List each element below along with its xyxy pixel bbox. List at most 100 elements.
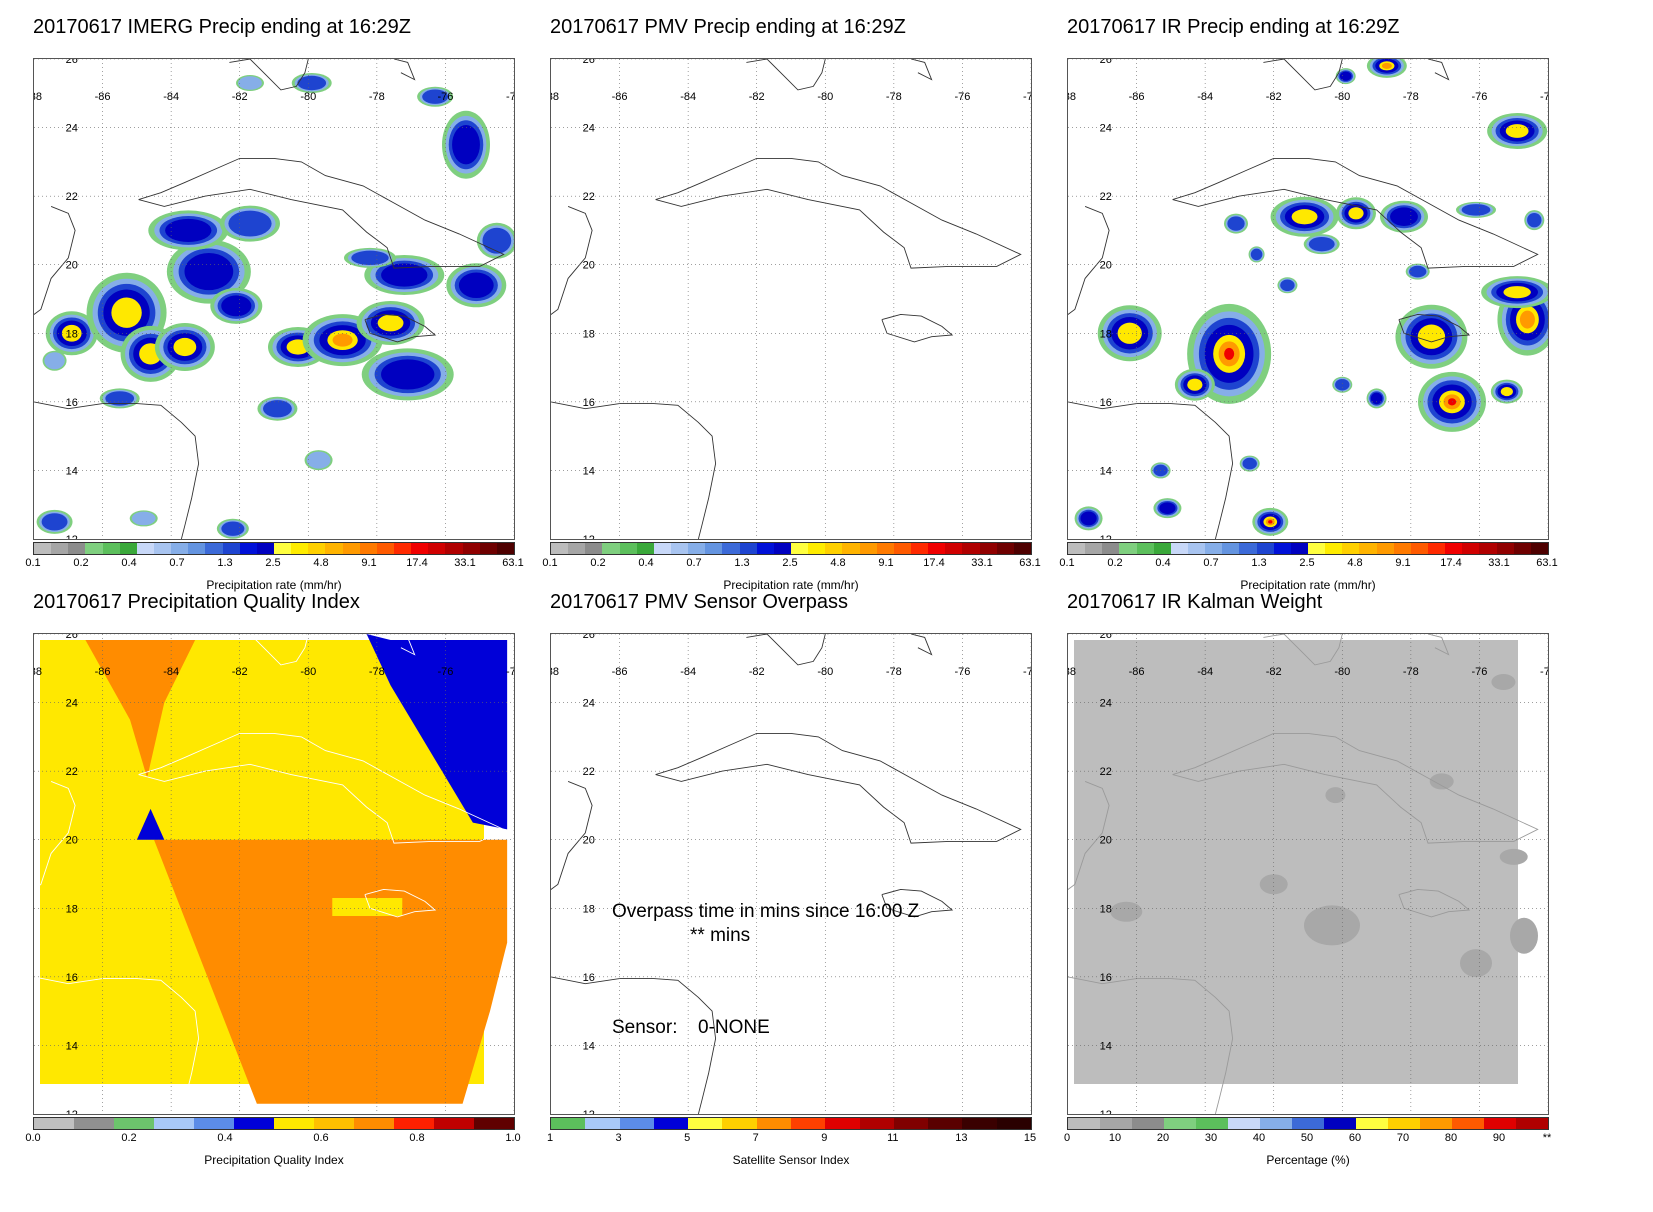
colorbar-swatch bbox=[910, 543, 929, 554]
latitude-label: 16 bbox=[583, 397, 595, 409]
colorbar-swatch bbox=[462, 543, 480, 554]
longitude-label: -82 bbox=[1266, 91, 1282, 103]
longitude-label: -86 bbox=[612, 91, 628, 103]
colorbar-swatch bbox=[51, 543, 69, 554]
colorbar-swatch bbox=[1187, 543, 1206, 554]
colorbar-tick-label: 40 bbox=[1252, 1132, 1266, 1144]
colorbar-swatch bbox=[274, 1118, 314, 1129]
kalman-shade bbox=[1499, 848, 1528, 865]
sensor-colorbar bbox=[550, 1117, 1032, 1130]
precip-cell bbox=[1519, 310, 1535, 329]
longitude-label: -74 bbox=[506, 666, 514, 678]
latitude-label: 20 bbox=[66, 260, 78, 272]
precip-cell bbox=[1381, 62, 1392, 69]
colorbar-swatch bbox=[1307, 543, 1326, 554]
latitude-label: 22 bbox=[66, 766, 78, 778]
coastline bbox=[551, 205, 593, 316]
kalman-shade bbox=[1304, 905, 1360, 946]
longitude-label: -88 bbox=[34, 91, 42, 103]
coastline bbox=[1263, 634, 1343, 666]
colorbar-swatch bbox=[1484, 1118, 1516, 1129]
longitude-label: -74 bbox=[506, 91, 514, 103]
colorbar-tick-label: 0.7 bbox=[169, 557, 185, 569]
colorbar-tick-label: 30 bbox=[1204, 1132, 1218, 1144]
colorbar-label: Percentage (%) bbox=[1266, 1153, 1350, 1167]
colorbar-swatch bbox=[1100, 1118, 1132, 1129]
latitude-label: 12 bbox=[66, 534, 78, 539]
pmv-precip-panel: 20170617 PMV Precip ending at 16:29Z -88… bbox=[542, 16, 1070, 606]
latitude-label: 20 bbox=[66, 835, 78, 847]
colorbar-swatch bbox=[114, 1118, 154, 1129]
precip-cell bbox=[422, 89, 449, 104]
colorbar-swatch bbox=[188, 543, 206, 554]
colorbar-swatch bbox=[996, 1118, 1031, 1129]
colorbar-tick-label: 3 bbox=[615, 1132, 622, 1144]
colorbar-tick-label: 20 bbox=[1156, 1132, 1170, 1144]
latitude-label: 16 bbox=[1100, 972, 1112, 984]
kalman-shade bbox=[1460, 949, 1492, 978]
latitude-label: 24 bbox=[66, 123, 78, 135]
colorbar-swatch bbox=[239, 543, 257, 554]
colorbar-tick-label: 17.4 bbox=[406, 557, 428, 569]
overpass-text: Overpass time in mins since 16:00 Z bbox=[612, 901, 920, 922]
longitude-label: -82 bbox=[1266, 666, 1282, 678]
precip-cell bbox=[61, 324, 82, 342]
longitude-label: -80 bbox=[1334, 666, 1350, 678]
colorbar-swatch bbox=[962, 543, 980, 554]
colorbar-swatch bbox=[376, 543, 394, 554]
colorbar-swatch bbox=[928, 1118, 963, 1129]
kalman-shade bbox=[1325, 787, 1346, 804]
precip-cell bbox=[381, 263, 428, 287]
colorbar-tick-label: 0.8 bbox=[409, 1132, 425, 1144]
colorbar-tick-label: 2.5 bbox=[782, 557, 798, 569]
latitude-label: 12 bbox=[583, 1109, 595, 1114]
colorbar-tick-label: 4.8 bbox=[1347, 557, 1363, 569]
precip-cell bbox=[458, 272, 494, 299]
precip-cell bbox=[1339, 71, 1352, 81]
colorbar-tick-label: 2.5 bbox=[1299, 557, 1315, 569]
colorbar-swatch bbox=[945, 543, 963, 554]
colorbar-swatch bbox=[1445, 543, 1463, 554]
colorbar-swatch bbox=[722, 1118, 757, 1129]
colorbar-swatch bbox=[739, 543, 757, 554]
latitude-label: 14 bbox=[583, 465, 595, 477]
colorbar-swatch bbox=[474, 1118, 514, 1129]
map-svg: -88 -86 -84 -82 -80 -78 -76 -74 26 24 22 20 18 16 14 12 bbox=[1068, 634, 1548, 1114]
latitude-label: 12 bbox=[1100, 534, 1112, 539]
colorbar-swatch bbox=[1102, 543, 1120, 554]
coastline bbox=[34, 976, 200, 1114]
precip-cell bbox=[1500, 387, 1513, 397]
latitude-label: 14 bbox=[66, 1040, 78, 1052]
colorbar-swatch bbox=[1410, 543, 1428, 554]
colorbar-swatch bbox=[996, 543, 1014, 554]
longitude-label: -78 bbox=[886, 666, 902, 678]
precip-cell bbox=[131, 511, 156, 526]
map-svg: -88 -86 -84 -82 -80 -78 -76 -74 26 24 22 20 18 16 14 12 bbox=[1068, 59, 1548, 539]
colorbar-tick-label: 60 bbox=[1348, 1132, 1362, 1144]
colorbar-swatch bbox=[85, 543, 103, 554]
precip-cell bbox=[1250, 248, 1263, 261]
kalman-shade bbox=[1510, 917, 1538, 954]
latitude-label: 14 bbox=[583, 1040, 595, 1052]
precip-cell bbox=[1335, 378, 1350, 391]
colorbar-tick-label: 0.7 bbox=[686, 557, 702, 569]
precip-cell bbox=[1227, 216, 1245, 231]
colorbar-label: Precipitation rate (mm/hr) bbox=[206, 578, 342, 592]
longitude-label: -84 bbox=[1197, 91, 1213, 103]
colorbar-swatch bbox=[636, 543, 654, 554]
map-svg: -88 -86 -84 -82 -80 -78 -76 -74 26 24 22 20 18 16 14 12 bbox=[34, 59, 514, 539]
precip-cell bbox=[377, 314, 404, 332]
colorbar-swatch bbox=[428, 543, 446, 554]
precip-cell bbox=[238, 76, 262, 90]
colorbar-tick-label: 0.1 bbox=[25, 557, 41, 569]
latitude-label: 26 bbox=[66, 634, 78, 641]
latitude-label: 24 bbox=[66, 698, 78, 710]
longitude-label: -86 bbox=[95, 666, 111, 678]
latitude-label: 22 bbox=[1100, 766, 1112, 778]
colorbar-swatch bbox=[314, 1118, 354, 1129]
colorbar-swatch bbox=[1530, 543, 1548, 554]
coastline bbox=[393, 59, 416, 81]
coastline bbox=[1068, 976, 1234, 1114]
colorbar-swatch bbox=[1205, 543, 1223, 554]
longitude-label: -74 bbox=[1023, 91, 1031, 103]
